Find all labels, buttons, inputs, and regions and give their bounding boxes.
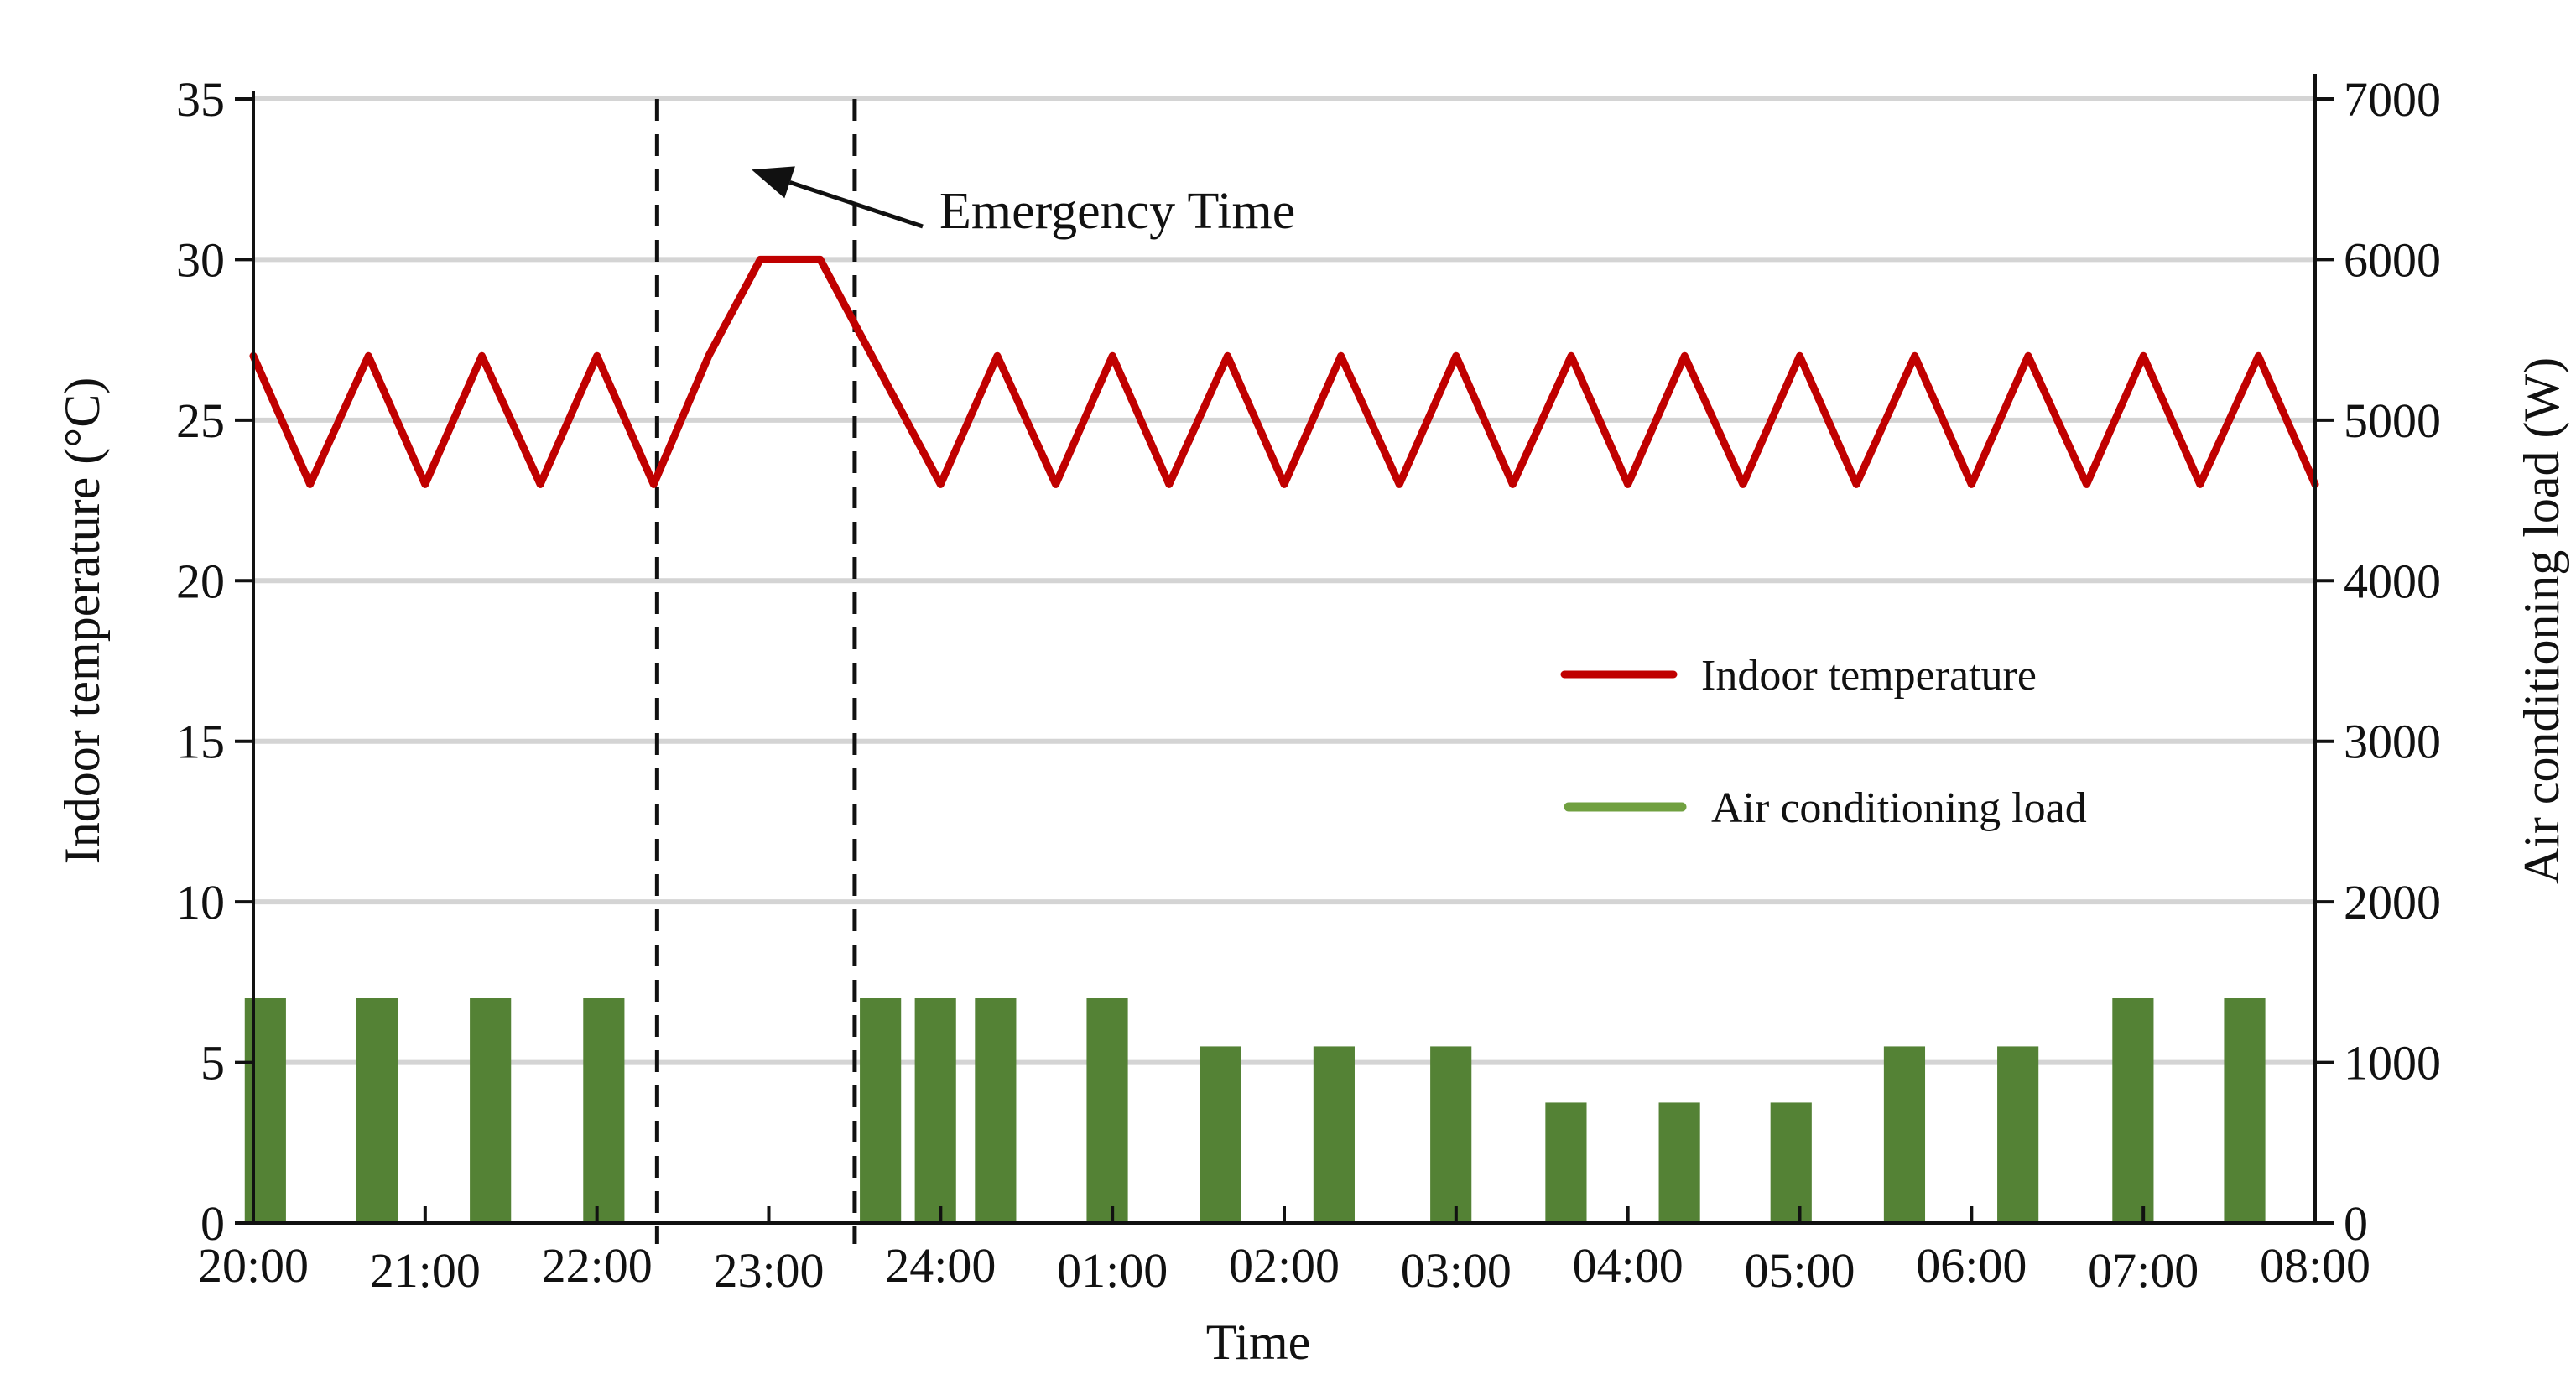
annotation-arrow-head xyxy=(752,166,795,199)
y-axis-right-title: Air conditioning load (W) xyxy=(2514,357,2569,884)
temperature-line-group xyxy=(249,255,2319,488)
x-tick-label: 22:00 xyxy=(542,1238,653,1293)
load-bar xyxy=(1200,1046,1241,1223)
load-bar xyxy=(2224,998,2266,1223)
y-left-tick-label: 35 xyxy=(176,72,225,127)
x-tick-label: 04:00 xyxy=(1573,1238,1684,1293)
load-bar xyxy=(2112,998,2154,1223)
load-bar xyxy=(1430,1046,1472,1223)
temperature-line xyxy=(249,255,2319,488)
gridlines xyxy=(253,96,2315,1065)
x-tick-label: 05:00 xyxy=(1744,1243,1855,1298)
y-axis-left-title: Indoor temperature (°C) xyxy=(55,377,110,864)
y-left-tick-label: 25 xyxy=(176,393,225,448)
load-bar xyxy=(1658,1102,1700,1223)
x-tick-label: 24:00 xyxy=(885,1238,996,1293)
legend-label-temperature: Indoor temperature xyxy=(1701,652,2037,700)
load-bar xyxy=(1086,998,1128,1223)
y-right-tick-label: 6000 xyxy=(2344,232,2441,287)
annotation-text: Emergency Time xyxy=(939,183,1295,240)
y-right-tick-label: 1000 xyxy=(2344,1036,2441,1090)
x-tick-label: 03:00 xyxy=(1401,1243,1512,1298)
y-right-tick-label: 7000 xyxy=(2344,72,2441,127)
y-right-tick-label: 0 xyxy=(2344,1196,2368,1251)
x-tick-label: 08:00 xyxy=(2260,1238,2370,1293)
load-bar xyxy=(470,998,512,1223)
load-bar xyxy=(975,998,1017,1223)
y-left-tick-label: 15 xyxy=(176,715,225,769)
load-bar xyxy=(1313,1046,1355,1223)
y-left-tick-label: 5 xyxy=(200,1036,225,1090)
legend: Indoor temperature Air conditioning load xyxy=(1560,652,2087,832)
x-tick-label: 23:00 xyxy=(713,1243,824,1298)
load-bar xyxy=(860,998,902,1223)
y-right-tick-label: 4000 xyxy=(2344,554,2441,608)
load-bar xyxy=(244,998,286,1223)
load-bar xyxy=(1883,1046,1926,1223)
emergency-window xyxy=(654,99,857,1244)
x-tick-label: 21:00 xyxy=(370,1243,481,1298)
load-bar xyxy=(914,998,956,1223)
load-bar xyxy=(1997,1046,2039,1223)
load-bar xyxy=(583,998,625,1223)
x-tick-label: 06:00 xyxy=(1916,1238,2027,1293)
x-tick-label: 01:00 xyxy=(1057,1243,1168,1298)
legend-label-load: Air conditioning load xyxy=(1711,784,2087,832)
y-left-tick-label: 10 xyxy=(176,875,225,929)
x-tick-label: 02:00 xyxy=(1229,1238,1340,1293)
y-right-tick-label: 5000 xyxy=(2344,393,2441,448)
load-bar xyxy=(356,998,398,1223)
y-left-tick-label: 20 xyxy=(176,554,225,608)
x-tick-label: 07:00 xyxy=(2088,1243,2199,1298)
y-right-tick-label: 2000 xyxy=(2344,875,2441,929)
y-left-tick-label: 0 xyxy=(200,1196,225,1251)
load-bars xyxy=(244,998,2266,1223)
x-axis-title: Time xyxy=(1206,1314,1311,1370)
y-left-tick-label: 30 xyxy=(176,232,225,287)
annotation: Emergency Time xyxy=(752,166,1295,240)
annotation-arrow-line xyxy=(788,180,924,229)
x-tick-label: 20:00 xyxy=(198,1238,309,1293)
load-bar xyxy=(1770,1102,1812,1223)
y-right-tick-label: 3000 xyxy=(2344,715,2441,769)
load-bar xyxy=(1545,1102,1587,1223)
axes: 0 5 10 15 20 25 30 35 0 1000 2000 3000 4000 5000 6000 7… xyxy=(176,72,2441,1298)
